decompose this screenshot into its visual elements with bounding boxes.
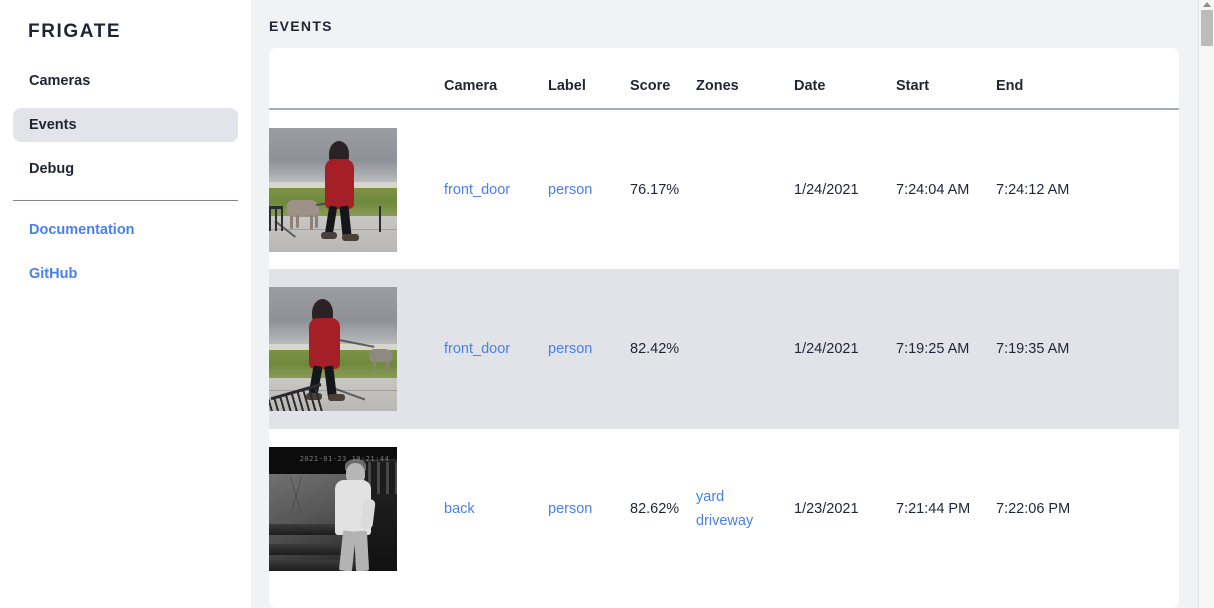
event-thumbnail-cell[interactable] [269,109,444,269]
scene-dog [369,349,393,362]
event-zone-link-driveway[interactable]: driveway [696,513,754,529]
scene-night-timestamp-overlay: 2021-01-23 19:21:44 [299,455,390,463]
table-header-row: Camera Label Score Zones Date Start End [269,48,1179,110]
scene-person-coat [309,318,340,369]
sidebar-nav: Cameras Events Debug [0,64,251,186]
events-card: Camera Label Score Zones Date Start End [269,48,1179,608]
event-thumbnail[interactable] [269,127,397,252]
sidebar-item-debug[interactable]: Debug [29,161,75,177]
sidebar: FRIGATE Cameras Events Debug Documentati… [0,0,251,608]
column-header-label[interactable]: Label [548,48,630,110]
brand-text: FRIGATE [28,21,122,42]
event-thumbnail-cell[interactable] [269,269,444,429]
event-start-cell: 7:24:04 AM [896,181,970,198]
scene-person-shoe [321,231,337,239]
scene-dog-leg [296,214,299,228]
event-date-cell: 1/24/2021 [794,181,859,198]
event-zone-link-yard[interactable]: yard [696,489,725,505]
scene-dog-leg [310,214,313,230]
scene-person-shoe [328,394,345,401]
sidebar-link-documentation[interactable]: Documentation [29,222,135,238]
event-camera-link[interactable]: back [444,501,475,517]
scroll-up-arrow-icon[interactable] [1203,2,1211,7]
events-table-head: Camera Label Score Zones Date Start End [269,48,1179,110]
event-label-cell: person [548,429,630,589]
event-score-cell: 76.17% [630,181,680,198]
scene-person-coat [325,158,354,209]
page-scrollbar[interactable] [1198,0,1214,608]
scene-night-step [269,543,359,555]
scene-night-swingset [274,476,318,514]
scrollbar-thumb[interactable] [1201,10,1213,46]
thumbnail-scene-night-infrared: 2021-01-23 19:21:44 [269,447,397,571]
scene-night-step [269,523,349,536]
scene-night-person-legs [353,530,370,571]
event-label-link[interactable]: person [548,181,593,198]
event-camera-link[interactable]: front_door [444,341,511,357]
sidebar-item-events[interactable]: Events [13,108,238,142]
event-camera-link[interactable]: front_door [444,181,511,198]
event-start-cell: 7:21:44 PM [896,501,971,517]
column-header-start[interactable]: Start [896,48,996,110]
event-end-cell: 7:19:35 AM [996,341,1070,357]
sidebar-link-github[interactable]: GitHub [29,266,78,282]
scene-dog-leg [315,214,318,228]
scene-railing [379,205,385,232]
app-brand-title: FRIGATE [0,0,251,46]
scene-dog-leg [373,361,376,371]
scene-dog-leg [290,214,293,229]
event-label-cell: person [548,269,630,429]
events-table: Camera Label Score Zones Date Start End [269,48,1179,589]
event-camera-cell: front_door [444,109,548,269]
table-row[interactable]: front_door person 82.42% 1/24/2021 7:19:… [269,269,1179,429]
column-header-thumbnail[interactable] [269,48,444,110]
column-header-score[interactable]: Score [630,48,696,110]
column-header-camera[interactable]: Camera [444,48,548,110]
events-table-body: front_door person 76.17% 1/24/2021 7:24:… [269,109,1179,589]
scene-night-person-head [346,463,365,484]
event-camera-cell: back [444,429,548,589]
sidebar-divider [13,200,238,201]
sidebar-external-links: Documentation GitHub [0,215,251,289]
column-header-zones[interactable]: Zones [696,48,794,110]
event-end-cell: 7:24:12 AM [996,181,1070,198]
event-label-link[interactable]: person [548,501,593,517]
event-thumbnail-cell[interactable]: 2021-01-23 19:21:44 [269,429,444,589]
event-zones-cell [696,269,794,429]
sidebar-item-cameras[interactable]: Cameras [29,73,91,89]
table-row[interactable]: 2021-01-23 19:21:44 back person 82.62% [269,429,1179,589]
event-label-link[interactable]: person [548,341,593,357]
event-score-cell: 82.62% [630,501,680,517]
column-header-date[interactable]: Date [794,48,896,110]
event-camera-cell: front_door [444,269,548,429]
thumbnail-scene-daytime-sidewalk [269,127,397,252]
scene-railing [269,206,283,231]
event-zones-cell [696,109,794,269]
event-thumbnail[interactable]: 2021-01-23 19:21:44 [269,447,397,571]
column-header-end[interactable]: End [996,48,1179,110]
event-zones-cell: yard driveway [696,429,794,589]
thumbnail-scene-daytime-sidewalk [269,287,397,411]
event-thumbnail[interactable] [269,287,397,411]
event-label-cell: person [548,109,630,269]
page-title: EVENTS [269,18,333,34]
scene-person-shoe [342,233,359,241]
event-end-cell: 7:22:06 PM [996,501,1071,517]
scene-night-step [269,559,369,571]
table-row[interactable]: front_door person 76.17% 1/24/2021 7:24:… [269,109,1179,269]
main-content: EVENTS Camera Label Score Zones Date Sta… [251,0,1214,608]
scene-dog [287,199,319,217]
event-start-cell: 7:19:25 AM [896,341,970,357]
event-score-cell: 82.42% [630,341,680,357]
event-date-cell: 1/23/2021 [794,501,859,517]
event-date-cell: 1/24/2021 [794,341,859,357]
scene-dog-leg [386,361,389,371]
